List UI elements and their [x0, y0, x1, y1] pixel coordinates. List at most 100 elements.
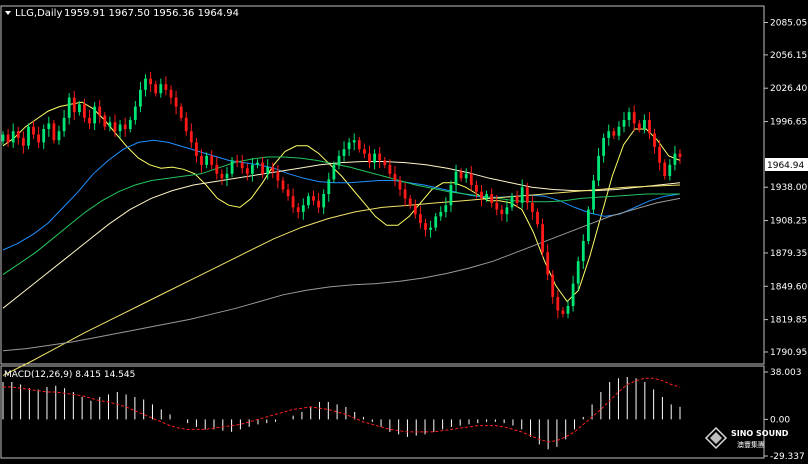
candle — [164, 76, 168, 96]
candle-body — [210, 155, 214, 165]
candle — [179, 103, 183, 122]
candle-body — [52, 123, 56, 141]
candle-body — [230, 160, 234, 174]
price-tick-label: 1790.95 — [770, 348, 807, 358]
candle-body — [434, 216, 438, 228]
moving-average-line-3 — [2, 156, 680, 276]
candle — [37, 126, 40, 149]
macd-tick-label: -29.337 — [770, 452, 805, 460]
candle-body — [597, 155, 600, 181]
candle-body — [342, 149, 346, 156]
candle-body — [373, 153, 376, 163]
candle-body — [637, 123, 641, 129]
candle — [337, 150, 341, 170]
candle-body — [225, 173, 229, 179]
candle — [312, 190, 315, 206]
candle-body — [587, 209, 590, 241]
candle — [653, 128, 656, 154]
moving-average-lines — [2, 101, 681, 376]
candle — [307, 192, 310, 209]
candle-body — [464, 173, 468, 179]
candle — [566, 300, 570, 319]
logo-brand-text: SINO SOUND — [731, 429, 789, 438]
candle — [235, 154, 239, 168]
candle-body — [164, 84, 168, 90]
current-price-box — [765, 158, 808, 171]
candle — [449, 180, 453, 212]
dropdown-triangle-icon[interactable] — [5, 11, 11, 15]
candle-body — [16, 131, 20, 138]
candle-body — [592, 180, 595, 210]
macd-signal-line — [3, 377, 681, 443]
candle-body — [261, 162, 264, 174]
candle — [159, 78, 163, 98]
candle-body — [454, 171, 458, 185]
candle-body — [184, 117, 188, 132]
moving-average-line-1 — [2, 101, 681, 303]
candle-body — [118, 124, 122, 132]
candle — [113, 114, 117, 137]
candle-body — [6, 134, 10, 143]
candle-body — [347, 142, 351, 150]
candle-body — [251, 164, 254, 174]
candle-body — [133, 106, 137, 120]
ohlc-values: 1959.91 1967.50 1956.36 1964.94 — [64, 8, 239, 19]
candle — [42, 124, 46, 150]
candle — [378, 146, 382, 169]
candle-body — [159, 84, 163, 94]
candle-body — [1, 134, 5, 142]
candle-body — [276, 171, 280, 181]
candle-body — [22, 137, 25, 146]
candle — [154, 80, 158, 97]
candle — [576, 256, 580, 291]
candle-body — [317, 200, 320, 208]
candle — [536, 208, 539, 228]
candle — [429, 220, 432, 238]
price-tick-label: 1938.00 — [770, 183, 807, 193]
candle — [368, 145, 371, 169]
candle-body — [658, 146, 661, 163]
candle — [668, 159, 672, 181]
macd-tick-label: 38.003 — [770, 368, 802, 378]
candlesticks — [1, 71, 682, 319]
candle-body — [551, 274, 555, 297]
candle — [627, 107, 631, 127]
candle — [434, 213, 438, 231]
logo-subtitle-text: 澳豐集團 — [737, 440, 765, 449]
candle — [78, 100, 81, 116]
candle-body — [617, 126, 621, 136]
candle — [271, 162, 275, 179]
candle — [322, 189, 326, 215]
candle-body — [632, 112, 636, 124]
candle — [317, 192, 320, 214]
macd-label: MACD(12,26,9) 8.415 14.545 — [4, 370, 135, 380]
candle — [648, 112, 651, 140]
candle-body — [571, 283, 575, 306]
candle-body — [607, 131, 611, 138]
candle — [556, 290, 560, 319]
candle — [459, 168, 463, 182]
candle — [32, 121, 35, 140]
candle — [347, 137, 351, 156]
candle — [673, 145, 677, 171]
candle-body — [307, 196, 310, 206]
candle — [256, 159, 259, 169]
candle-body — [271, 167, 275, 172]
candle — [561, 307, 565, 318]
candle-body — [602, 137, 605, 156]
candle-body — [11, 131, 15, 143]
candle-body — [296, 207, 300, 212]
candle — [149, 71, 152, 93]
candle — [495, 195, 499, 216]
candle-body — [566, 306, 570, 314]
candle — [189, 123, 193, 149]
candle-body — [581, 241, 585, 262]
candle — [663, 159, 667, 180]
candle — [607, 124, 611, 146]
candle-body — [673, 153, 677, 165]
candle — [475, 180, 478, 199]
sino-sound-logo: SINO SOUND 澳豐集團 — [704, 426, 789, 450]
candle-body — [179, 106, 183, 118]
candle — [276, 164, 280, 189]
candle-body — [536, 211, 539, 225]
